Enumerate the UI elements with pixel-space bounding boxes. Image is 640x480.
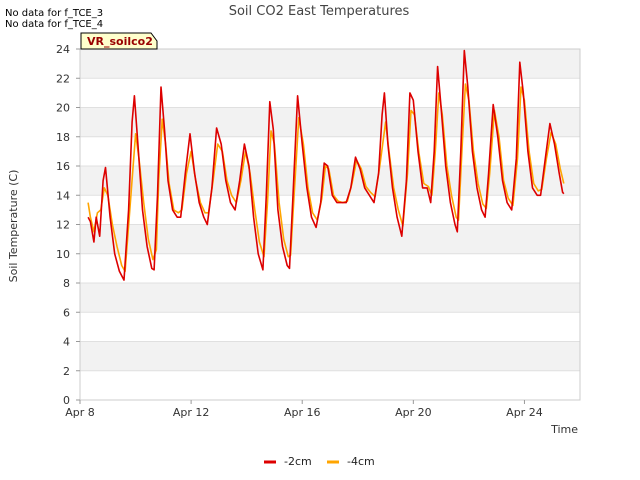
y-tick-label: 20 bbox=[56, 102, 70, 115]
y-tick-label: 0 bbox=[63, 394, 70, 407]
chart-title: Soil CO2 East Temperatures bbox=[229, 4, 410, 19]
legend-label: -4cm bbox=[347, 455, 375, 468]
y-tick-label: 18 bbox=[56, 131, 70, 144]
x-tick-label: Apr 20 bbox=[395, 406, 432, 419]
x-tick-label: Apr 24 bbox=[506, 406, 543, 419]
legend-label: -2cm bbox=[284, 455, 312, 468]
x-tick-label: Apr 12 bbox=[173, 406, 210, 419]
series-line-4cm bbox=[87, 83, 565, 273]
plot-background-bands bbox=[80, 49, 580, 371]
y-tick-label: 10 bbox=[56, 248, 70, 261]
y-tick-label: 24 bbox=[56, 43, 70, 56]
badge-label: VR_soilco2 bbox=[87, 35, 153, 48]
y-axis-label: Soil Temperature (C) bbox=[7, 170, 20, 283]
x-tick-label: Apr 8 bbox=[65, 406, 95, 419]
x-axis-label: Time bbox=[550, 423, 578, 436]
y-tick-label: 4 bbox=[63, 336, 70, 349]
vr-soilco2-badge: VR_soilco2 bbox=[80, 32, 158, 50]
y-tick-label: 8 bbox=[63, 277, 70, 290]
y-tick-label: 14 bbox=[56, 189, 70, 202]
background-band bbox=[80, 107, 580, 137]
y-tick-label: 22 bbox=[56, 72, 70, 85]
y-tick-label: 12 bbox=[56, 219, 70, 232]
series-line-2cm bbox=[87, 49, 565, 281]
badge-shape bbox=[80, 32, 158, 50]
gridlines bbox=[80, 48, 580, 401]
y-tick-label: 16 bbox=[56, 160, 70, 173]
background-band bbox=[80, 224, 580, 254]
no-data-message-2: No data for f_TCE_4 bbox=[5, 19, 104, 30]
series-layer bbox=[87, 49, 565, 281]
no-data-message-1: No data for f_TCE_3 bbox=[5, 8, 104, 19]
x-axis-ticks: Apr 8 Apr 12 Apr 16 Apr 20 Apr 24 bbox=[65, 400, 543, 419]
y-tick-label: 6 bbox=[63, 306, 70, 319]
background-band bbox=[80, 341, 580, 371]
x-tick-label: Apr 16 bbox=[284, 406, 321, 419]
background-band bbox=[80, 283, 580, 313]
y-tick-label: 2 bbox=[63, 365, 70, 378]
background-band bbox=[80, 49, 580, 79]
legend: -2cm -4cm bbox=[264, 455, 375, 468]
